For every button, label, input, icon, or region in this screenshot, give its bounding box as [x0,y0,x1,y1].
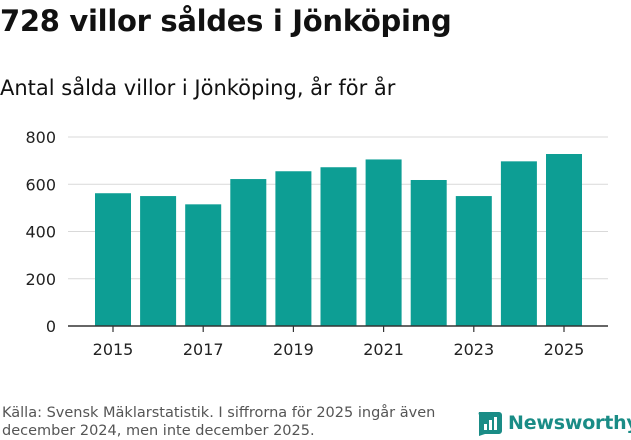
x-tick-label: 2015 [93,340,134,359]
x-tick-label: 2019 [273,340,314,359]
newsworthy-logo-icon [478,412,502,436]
bar-chart: 0 200 400 600 800 2015 2017 2019 2021 2023 2025 [25,128,608,359]
bar-2023 [455,196,492,326]
y-tick-label: 600 [25,175,56,194]
brand-logo[interactable]: Newsworthy [476,409,631,437]
bar-2025 [546,154,582,326]
bar-2018 [230,179,267,326]
bar-2020 [320,167,357,326]
bar-2022 [410,179,447,326]
y-tick-label: 0 [46,317,56,336]
bar-2016 [140,196,177,326]
x-tick-label: 2025 [544,340,585,359]
chart-subtitle: Antal sålda villor i Jönköping, år för å… [0,76,396,100]
bar-2021 [365,159,402,326]
chart-title: 728 villor såldes i Jönköping [0,4,452,38]
bar-2019 [275,171,312,326]
y-tick-label: 200 [25,270,56,289]
x-tick-label: 2021 [363,340,404,359]
y-tick-label: 400 [25,223,56,242]
axes: 0 200 400 600 800 2015 2017 2019 2021 2023 2025 [25,128,608,359]
bar-2017 [185,204,222,326]
bar-2015 [95,193,131,326]
y-tick-label: 800 [25,128,56,147]
x-tick-label: 2017 [183,340,224,359]
x-tick-label: 2023 [453,340,494,359]
bar-2024 [500,161,537,326]
bars [95,154,582,326]
brand-name: Newsworthy [508,412,631,434]
source-note: Källa: Svensk Mäklarstatistik. I siffror… [2,405,436,439]
